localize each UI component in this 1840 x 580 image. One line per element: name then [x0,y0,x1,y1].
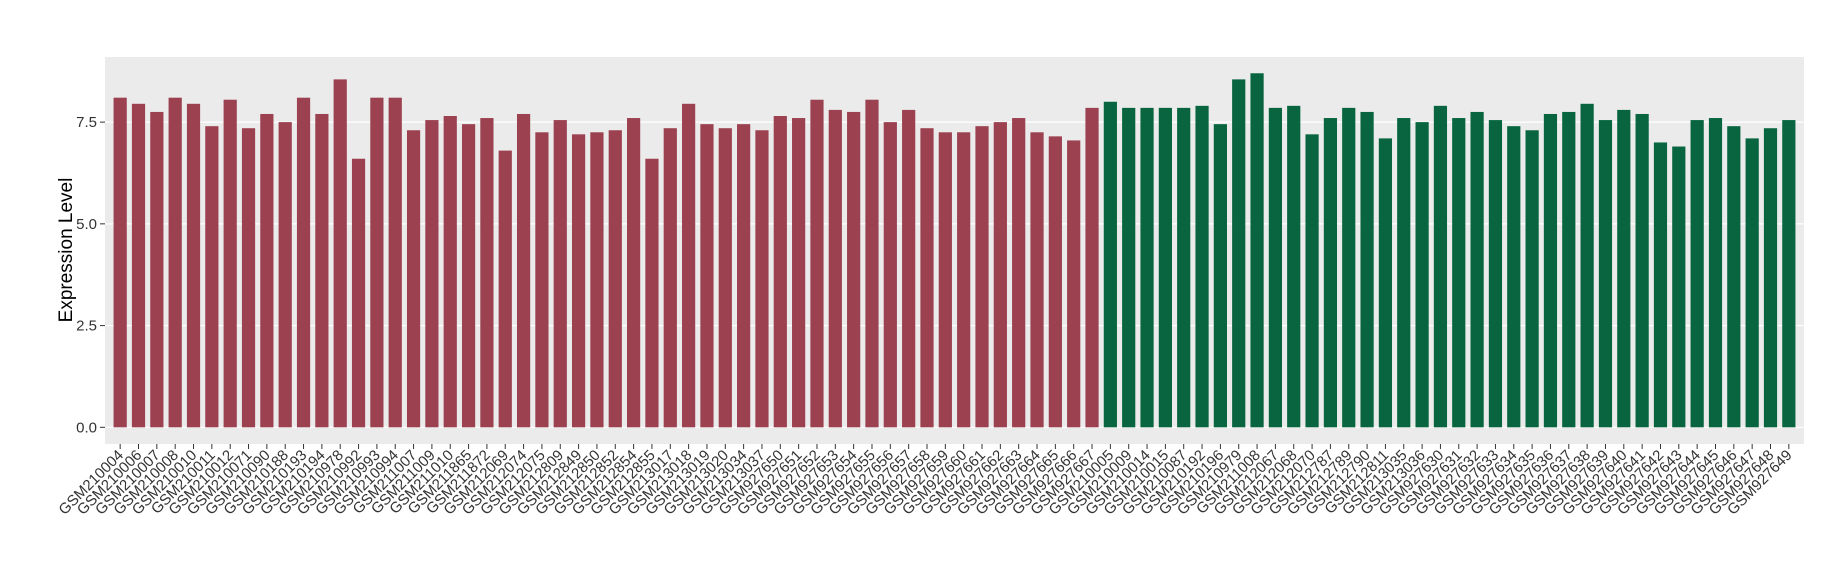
bar [498,150,512,428]
plot-background [105,57,1804,444]
bar [737,124,751,428]
bar [645,158,659,428]
bar [1085,107,1099,428]
bar [278,122,292,428]
bar [1177,107,1191,428]
bar [571,134,586,428]
bar [1452,118,1466,428]
bar [847,111,861,428]
bar [1140,107,1154,428]
bar [241,128,256,428]
bar [1213,124,1227,428]
bar [1250,73,1264,428]
bar [883,122,897,428]
bar [351,158,366,428]
bar [608,130,622,428]
bar [865,99,879,428]
bar [718,128,732,428]
bar [1158,107,1172,428]
bar [315,113,329,428]
bar [1195,105,1209,428]
bar [1397,118,1411,428]
bar [370,97,384,428]
bar [1507,126,1521,428]
bar [186,103,201,428]
bar [150,111,164,428]
bar [1287,105,1301,428]
bar [1305,134,1319,428]
bar [535,132,549,428]
bar [682,103,696,428]
bar [1360,111,1374,428]
bar [700,124,714,428]
bar [1653,142,1668,428]
bar [260,113,274,428]
bar [792,118,806,428]
bar [1763,128,1778,428]
bar [1525,130,1539,428]
bar [773,116,787,428]
bar [828,109,842,428]
bar [205,126,219,428]
bar [920,128,934,428]
bar [755,130,769,428]
bar [975,126,989,428]
bar [663,128,677,428]
y-axis-title: Expression Level [56,178,77,323]
bar [461,124,476,428]
bar [1708,118,1723,428]
bar [131,103,146,428]
bar [1048,136,1062,428]
bar [1782,120,1796,428]
bar [590,132,604,428]
bar [957,132,971,428]
bar [1103,101,1117,428]
bar [1232,79,1246,428]
bar [810,99,824,428]
bar [113,97,127,428]
bar [223,99,237,428]
bar [516,113,531,428]
y-tick-label: 7.5 [76,114,97,131]
bar [1415,122,1429,428]
bar [1580,103,1594,428]
bar [1635,113,1649,428]
bar [1122,107,1136,428]
bar [1672,146,1686,428]
bar [1323,118,1338,428]
y-tick-label: 0.0 [76,419,97,436]
bar [168,97,182,428]
bar [553,120,567,428]
bar [938,132,952,428]
y-tick-label: 2.5 [76,318,97,335]
bar [1690,120,1704,428]
bar [1030,132,1044,428]
bar [1488,120,1503,428]
bar [1470,111,1484,428]
bar [1268,107,1282,428]
bar [333,79,347,428]
bar [296,97,311,428]
bar [480,118,494,428]
bar [993,122,1007,428]
bar [902,109,916,428]
bar [425,120,439,428]
bar [1617,109,1631,428]
bar [388,97,402,428]
bar [1543,113,1558,428]
bar [627,118,641,428]
bar [1342,107,1356,428]
bar [1562,111,1576,428]
bar [443,116,457,428]
bar [1745,138,1759,428]
bar [1012,118,1026,428]
bar [1727,126,1741,428]
bar [1598,120,1613,428]
y-tick-label: 5.0 [76,216,97,233]
bar [1433,105,1448,428]
bar [1378,138,1393,428]
bar [1067,140,1081,428]
bar [406,130,421,428]
